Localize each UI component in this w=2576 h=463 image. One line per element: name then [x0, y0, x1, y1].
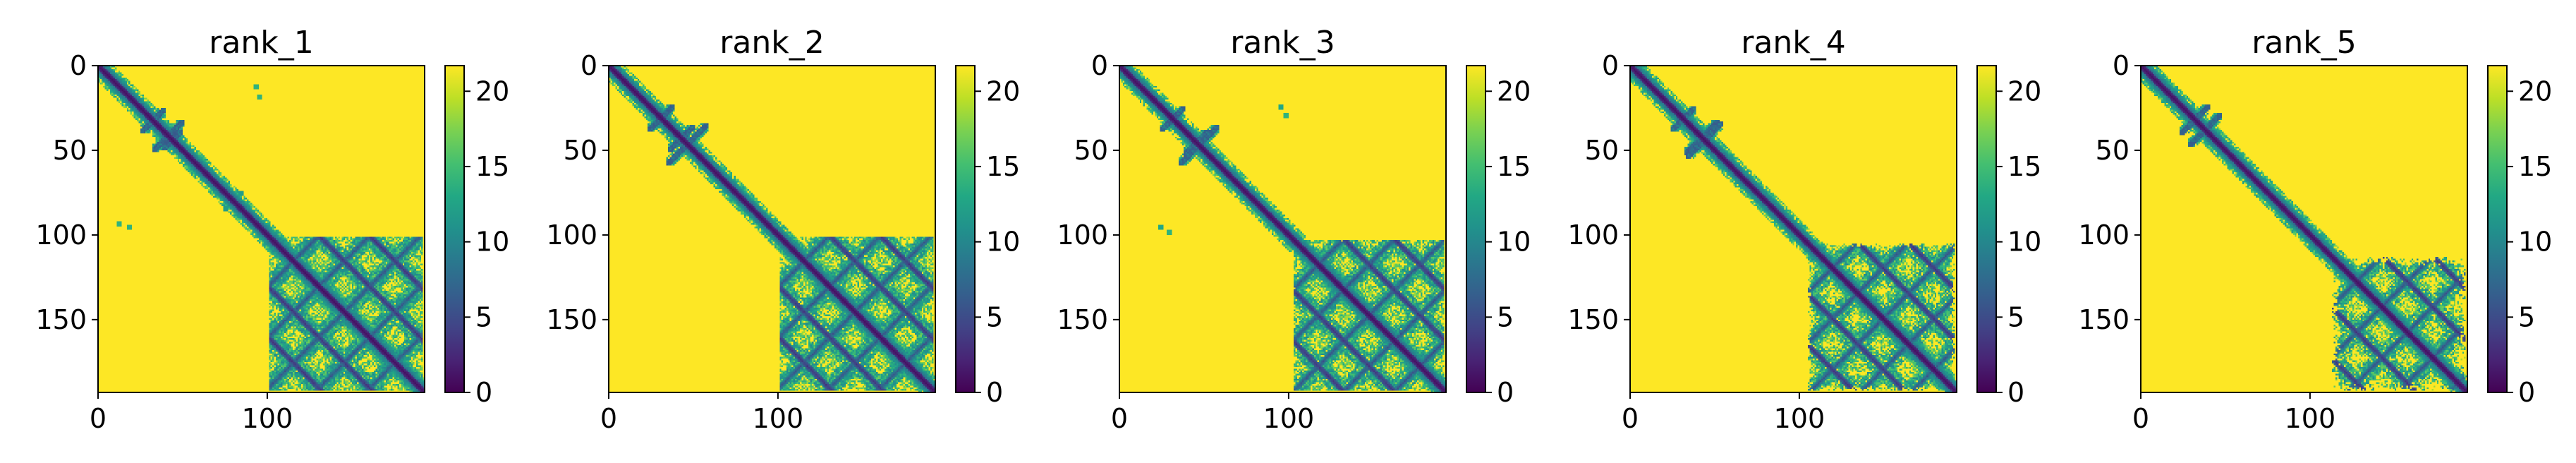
colorbar-tick-label: 20	[2518, 76, 2552, 107]
y-tick-label: 50	[1585, 135, 1619, 166]
panel-title: rank_5	[2252, 25, 2356, 61]
colorbar-tick-label: 10	[986, 227, 1020, 258]
panel-title: rank_2	[719, 25, 824, 61]
panel-title: rank_1	[209, 25, 313, 61]
colorbar-tick-label: 0	[2518, 377, 2535, 408]
y-tick-label: 0	[1091, 50, 1108, 81]
y-tick-label: 50	[53, 135, 87, 166]
panel-rank-4: rank_4 0 50 100 150 0 100 0 5 10 15 20	[1567, 25, 2041, 434]
x-tick-label: 100	[1774, 403, 1825, 434]
colorbar	[444, 65, 465, 393]
y-tick-label: 50	[2096, 135, 2130, 166]
colorbar-tick-label: 15	[2007, 151, 2041, 182]
colorbar-tick-label: 5	[2518, 301, 2535, 332]
colorbar-tick-label: 10	[2518, 227, 2552, 258]
colorbar-tick-label: 20	[986, 76, 1020, 107]
colorbar-tick-label: 5	[475, 301, 492, 332]
x-tick-label: 0	[1622, 403, 1639, 434]
x-tick-label: 0	[90, 403, 107, 434]
plot-frame	[97, 65, 425, 393]
x-tick-label: 100	[1263, 403, 1315, 434]
y-tick-label: 50	[1074, 135, 1108, 166]
colorbar-tick-label: 0	[986, 377, 1003, 408]
heatmap-image	[609, 66, 935, 392]
colorbar-tick-label: 0	[2007, 377, 2024, 408]
y-tick-label: 100	[35, 220, 87, 251]
colorbar	[1976, 65, 1997, 393]
x-tick-label: 100	[2285, 403, 2336, 434]
colorbar-tick-label: 5	[2007, 301, 2024, 332]
y-tick-label: 150	[2078, 304, 2130, 335]
colorbar-tick-label: 15	[986, 151, 1020, 182]
colorbar-tick-label: 10	[2007, 227, 2041, 258]
plot-frame	[1119, 65, 1447, 393]
colorbar	[2487, 65, 2508, 393]
colorbar-tick-label: 20	[1497, 76, 1531, 107]
x-tick-label: 100	[242, 403, 293, 434]
y-tick-label: 100	[1057, 220, 1108, 251]
colorbar-tick-label: 20	[475, 76, 509, 107]
y-tick-label: 0	[70, 50, 87, 81]
colorbar-tick-label: 0	[1497, 377, 1514, 408]
y-tick-label: 100	[1567, 220, 1619, 251]
plot-frame	[608, 65, 936, 393]
panel-title: rank_4	[1741, 25, 1845, 61]
heatmap-image	[98, 66, 425, 392]
colorbar-tick-label: 5	[1497, 301, 1514, 332]
panel-title: rank_3	[1230, 25, 1335, 61]
panel-rank-3: rank_3 0 50 100 150 0 100 0 5 10 15 20	[1057, 25, 1531, 434]
panel-rank-1: rank_1 0 50 100 150 0 100 0 5 10 15 20	[35, 25, 509, 434]
y-tick-label: 150	[546, 304, 597, 335]
colorbar-tick-label: 10	[1497, 227, 1531, 258]
panel-rank-5: rank_5 0 50 100 150 0 100 0 5 10 15 20	[2078, 25, 2552, 434]
panel-rank-2: rank_2 0 50 100 150 0 100 0 5 10 15 20	[546, 25, 1020, 434]
y-tick-label: 0	[581, 50, 597, 81]
colorbar	[1466, 65, 1486, 393]
heatmap-image	[1119, 66, 1446, 392]
x-tick-label: 0	[2132, 403, 2149, 434]
y-tick-label: 50	[564, 135, 597, 166]
y-tick-label: 100	[546, 220, 597, 251]
x-tick-label: 0	[1111, 403, 1128, 434]
y-tick-label: 150	[1567, 304, 1619, 335]
y-tick-label: 100	[2078, 220, 2130, 251]
plot-frame	[2140, 65, 2468, 393]
colorbar-tick-label: 20	[2007, 76, 2041, 107]
colorbar-tick-label: 0	[475, 377, 492, 408]
heatmap-image	[2141, 66, 2467, 392]
y-tick-label: 150	[35, 304, 87, 335]
plot-frame	[1629, 65, 1957, 393]
colorbar-tick-label: 15	[475, 151, 509, 182]
x-tick-label: 0	[600, 403, 617, 434]
x-tick-label: 100	[753, 403, 804, 434]
heatmap-image	[1630, 66, 1957, 392]
colorbar-tick-label: 15	[2518, 151, 2552, 182]
colorbar-tick-label: 15	[1497, 151, 1531, 182]
colorbar	[955, 65, 976, 393]
y-tick-label: 0	[2113, 50, 2130, 81]
y-tick-label: 0	[1602, 50, 1619, 81]
colorbar-tick-label: 5	[986, 301, 1003, 332]
colorbar-tick-label: 10	[475, 227, 509, 258]
y-tick-label: 150	[1057, 304, 1108, 335]
